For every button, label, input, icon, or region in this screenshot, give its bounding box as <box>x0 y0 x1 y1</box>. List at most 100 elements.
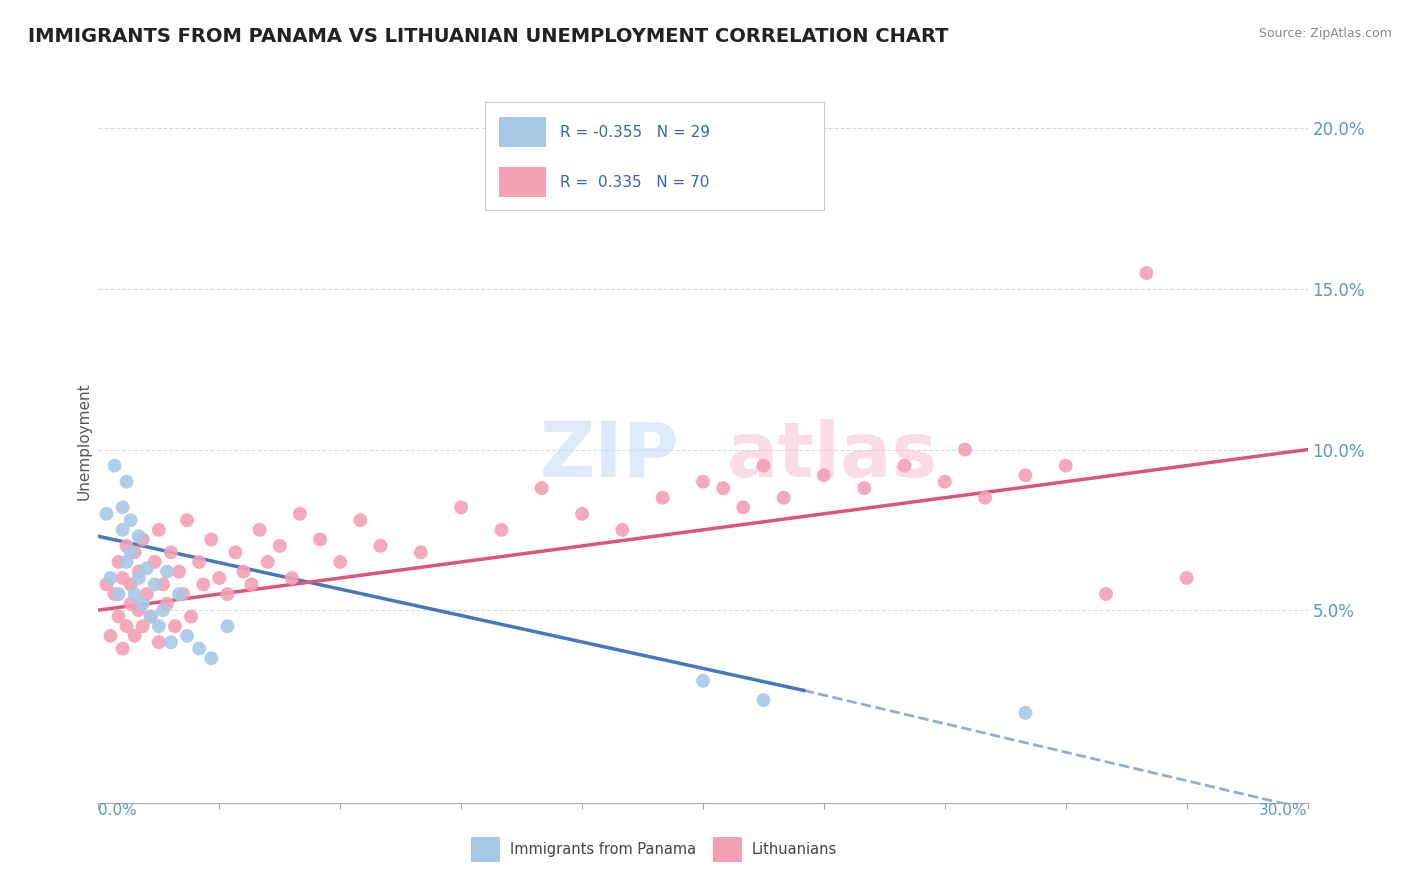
Point <box>612 523 634 537</box>
Point <box>167 587 190 601</box>
Point <box>120 545 142 559</box>
Point <box>329 555 352 569</box>
Point <box>96 507 118 521</box>
Point <box>288 507 311 521</box>
Point <box>148 635 170 649</box>
Point <box>200 651 222 665</box>
Point <box>120 597 142 611</box>
Point <box>128 565 150 579</box>
Point <box>152 603 174 617</box>
Text: ZIP: ZIP <box>540 419 679 493</box>
Text: 0.0%: 0.0% <box>98 803 138 818</box>
Point <box>156 597 179 611</box>
Point <box>217 619 239 633</box>
Point <box>450 500 472 515</box>
Y-axis label: Unemployment: Unemployment <box>76 383 91 500</box>
Point <box>934 475 956 489</box>
Point <box>281 571 304 585</box>
Point <box>132 533 155 547</box>
Point <box>208 571 231 585</box>
Point <box>309 533 332 547</box>
Point <box>148 619 170 633</box>
Point <box>571 507 593 521</box>
Point <box>100 629 122 643</box>
Point <box>135 561 157 575</box>
Point <box>163 619 186 633</box>
Point <box>139 609 162 624</box>
Point <box>349 513 371 527</box>
Point <box>115 619 138 633</box>
Point <box>1095 587 1118 601</box>
Point <box>107 609 129 624</box>
Point <box>269 539 291 553</box>
Point <box>120 513 142 527</box>
Point <box>813 468 835 483</box>
Point <box>711 481 734 495</box>
Point <box>224 545 246 559</box>
Point <box>176 513 198 527</box>
Point <box>107 555 129 569</box>
Point <box>128 571 150 585</box>
Point <box>124 545 146 559</box>
Point <box>132 597 155 611</box>
Point <box>135 587 157 601</box>
Point <box>491 523 513 537</box>
Point <box>143 577 166 591</box>
Point <box>249 523 271 537</box>
Point <box>167 565 190 579</box>
Point <box>128 529 150 543</box>
Point <box>193 577 215 591</box>
Point <box>176 629 198 643</box>
Point <box>115 555 138 569</box>
Point <box>853 481 876 495</box>
Point <box>733 500 755 515</box>
Point <box>1054 458 1077 473</box>
Point <box>111 500 134 515</box>
Point <box>132 619 155 633</box>
Point <box>96 577 118 591</box>
Point <box>111 641 134 656</box>
Point <box>152 577 174 591</box>
Point <box>217 587 239 601</box>
Point <box>692 673 714 688</box>
Point <box>752 458 775 473</box>
Point <box>1014 706 1036 720</box>
Point <box>1175 571 1198 585</box>
Point <box>103 458 125 473</box>
Text: Source: ZipAtlas.com: Source: ZipAtlas.com <box>1258 27 1392 40</box>
Point <box>115 539 138 553</box>
Point <box>409 545 432 559</box>
Point <box>124 587 146 601</box>
Point <box>974 491 997 505</box>
Point <box>124 629 146 643</box>
Point <box>143 555 166 569</box>
Point <box>953 442 976 457</box>
Point <box>107 587 129 601</box>
Point <box>188 641 211 656</box>
Point <box>103 587 125 601</box>
Point <box>100 571 122 585</box>
Point <box>160 635 183 649</box>
Point <box>1014 468 1036 483</box>
Point <box>530 481 553 495</box>
Text: 30.0%: 30.0% <box>1260 803 1308 818</box>
Point <box>256 555 278 569</box>
Point <box>692 475 714 489</box>
Point <box>370 539 392 553</box>
Point <box>172 587 194 601</box>
Point <box>180 609 202 624</box>
Text: IMMIGRANTS FROM PANAMA VS LITHUANIAN UNEMPLOYMENT CORRELATION CHART: IMMIGRANTS FROM PANAMA VS LITHUANIAN UNE… <box>28 27 949 45</box>
Point <box>120 577 142 591</box>
Point <box>651 491 673 505</box>
Point <box>188 555 211 569</box>
Point <box>148 523 170 537</box>
Point <box>139 609 162 624</box>
Point <box>156 565 179 579</box>
Point <box>893 458 915 473</box>
Point <box>111 523 134 537</box>
Point <box>111 571 134 585</box>
Point <box>115 475 138 489</box>
Point <box>240 577 263 591</box>
Point <box>232 565 254 579</box>
Point <box>1135 266 1157 280</box>
